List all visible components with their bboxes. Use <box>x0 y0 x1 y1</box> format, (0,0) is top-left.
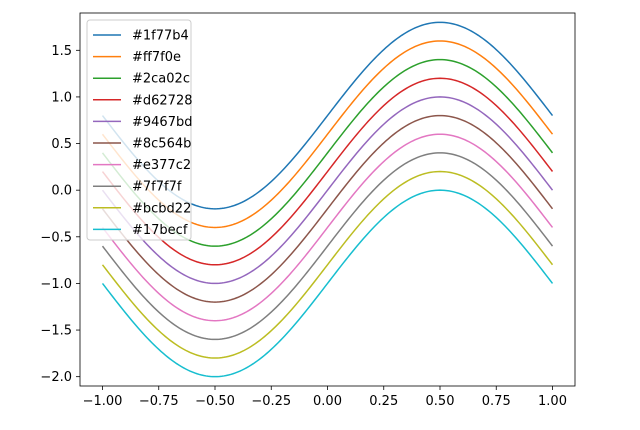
x-tick-label: 0.50 <box>426 394 455 409</box>
x-tick-label: −0.25 <box>251 394 291 409</box>
legend-label: #ff7f0e <box>132 50 181 65</box>
x-tick-label: −1.00 <box>83 394 123 409</box>
x-tick-label: −0.75 <box>139 394 179 409</box>
legend-label: #17becf <box>132 223 188 238</box>
legend-label: #9467bd <box>132 115 192 130</box>
series-line-8 <box>101 170 554 359</box>
series-line-7 <box>101 152 554 341</box>
x-tick-label: −0.50 <box>195 394 235 409</box>
legend-label: #2ca02c <box>132 72 190 87</box>
y-axis: 1.5 1.0 0.5 0.0 −0.5 −1.0 −1.5 −2.0 <box>40 44 80 385</box>
x-tick-label: 0.25 <box>369 394 398 409</box>
y-tick-label: −2.0 <box>40 370 72 385</box>
x-tick-label: 1.00 <box>538 394 567 409</box>
legend-label: #1f77b4 <box>132 29 189 44</box>
y-tick-label: 0.5 <box>51 137 72 152</box>
y-tick-label: 1.0 <box>51 90 72 105</box>
series-line-5 <box>101 114 554 303</box>
series-line-6 <box>101 133 554 322</box>
y-tick-label: −0.5 <box>40 230 72 245</box>
legend-label: #e377c2 <box>132 158 191 173</box>
y-tick-label: 0.0 <box>51 184 72 199</box>
legend-label: #7f7f7f <box>132 180 182 195</box>
y-tick-label: −1.0 <box>40 277 72 292</box>
series-line-3 <box>101 77 554 266</box>
series-line-9 <box>101 189 554 378</box>
legend-label: #8c564b <box>132 137 191 152</box>
y-tick-label: 1.5 <box>51 44 72 59</box>
legend-label: #d62728 <box>132 93 193 108</box>
x-tick-label: 0.75 <box>482 394 511 409</box>
y-tick-label: −1.5 <box>40 324 72 339</box>
legend-label: #bcbd22 <box>132 201 191 216</box>
series-line-4 <box>101 96 554 285</box>
legend-box <box>86 19 192 241</box>
x-tick-label: 0.00 <box>313 394 342 409</box>
x-axis: −1.00 −0.75 −0.50 −0.25 0.00 0.25 0.50 0.75 1.00 <box>83 386 567 409</box>
legend: #1f77b4 #ff7f0e #2ca02c #d62728 #9467bd #8c56… <box>86 19 193 241</box>
